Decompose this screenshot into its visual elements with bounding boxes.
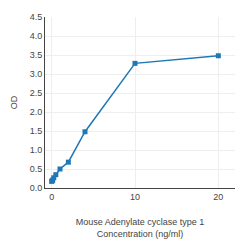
svg-text:2.5: 2.5 (30, 88, 43, 98)
svg-text:10: 10 (130, 192, 140, 202)
svg-text:1.0: 1.0 (30, 145, 43, 155)
svg-text:4.5: 4.5 (30, 12, 43, 22)
svg-text:0: 0 (49, 192, 54, 202)
svg-text:Mouse Adenylate cyclase type 1: Mouse Adenylate cyclase type 1Concentrat… (76, 217, 205, 239)
svg-text:1.5: 1.5 (30, 126, 43, 136)
svg-text:4.0: 4.0 (30, 31, 43, 41)
svg-text:3.0: 3.0 (30, 69, 43, 79)
svg-text:0.5: 0.5 (30, 164, 43, 174)
svg-text:0.0: 0.0 (30, 183, 43, 193)
svg-text:OD: OD (9, 95, 19, 109)
svg-text:20: 20 (213, 192, 223, 202)
svg-text:3.5: 3.5 (30, 50, 43, 60)
svg-text:2.0: 2.0 (30, 107, 43, 117)
